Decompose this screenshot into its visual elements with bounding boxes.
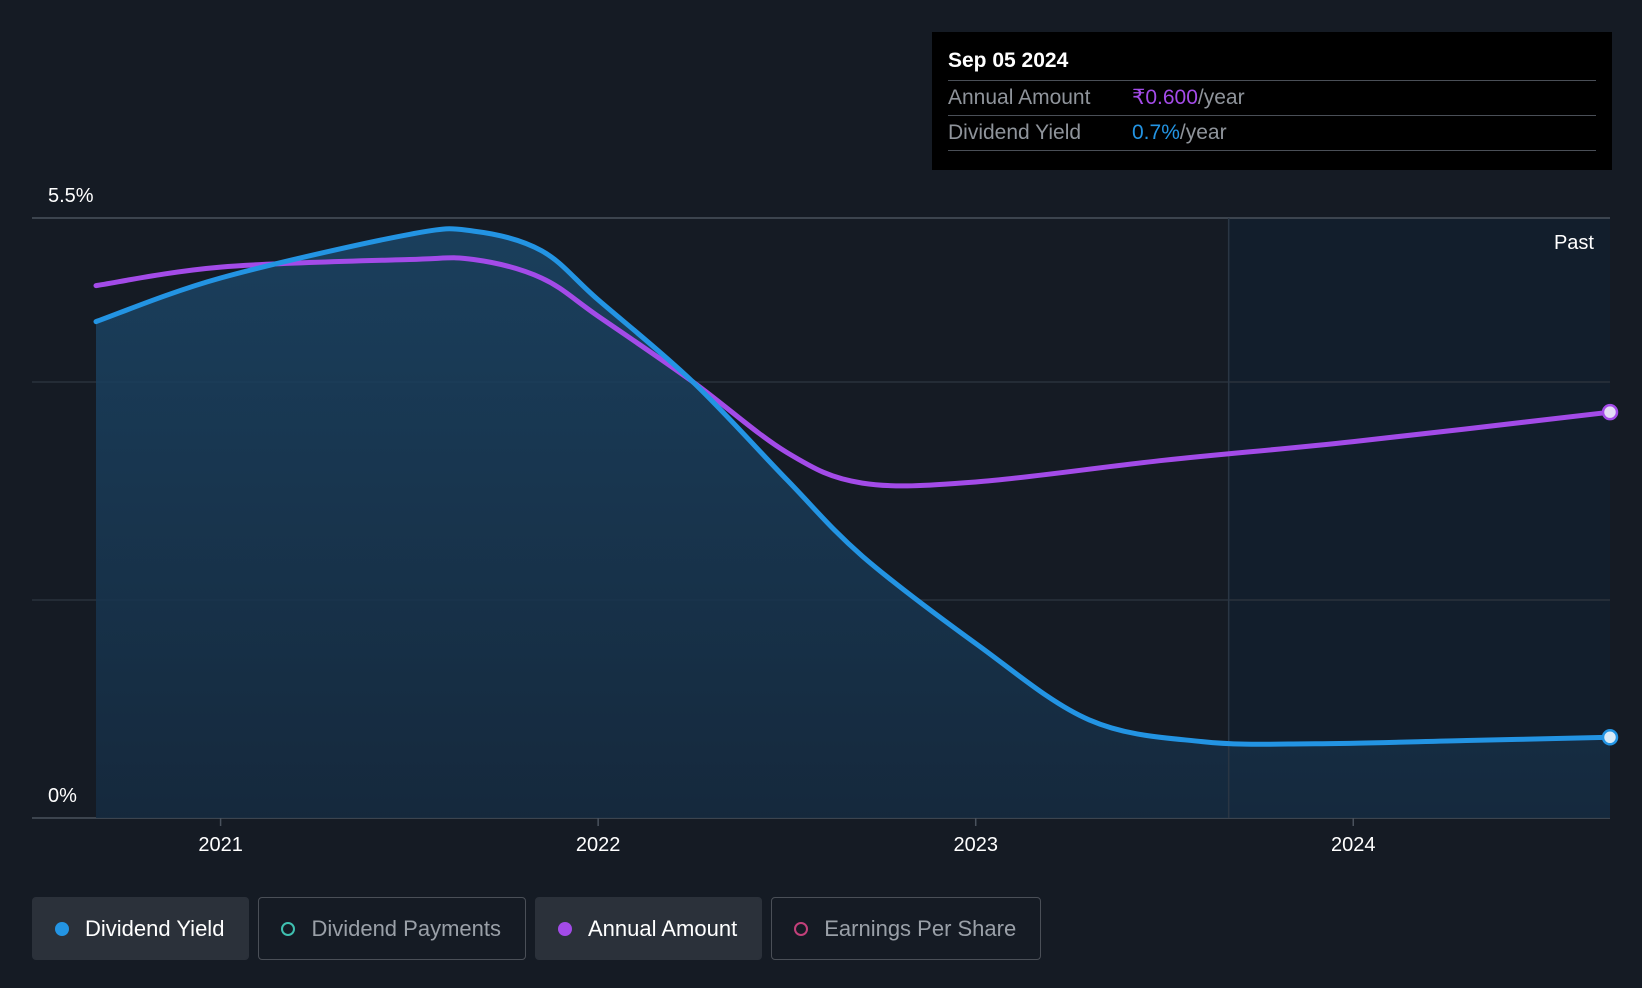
annual-amount-end-marker[interactable] [1601,403,1619,421]
legend-dot-icon [55,921,69,936]
legend-earnings-per-share-button[interactable]: Earnings Per Share [771,897,1042,960]
tooltip-unit: /year [1179,121,1227,144]
legend-dividend-yield-button[interactable]: Dividend Yield [32,897,250,960]
x-axis-tick-label: 2024 [1331,834,1376,856]
legend-dot-icon [557,921,572,936]
tooltip-label: Dividend Yield [948,121,1082,144]
tooltip-row-dividend-yield: Dividend Yield 0.7% /year [948,115,1596,151]
annual-amount-line [93,255,1613,489]
legend-annual-amount-button[interactable]: Annual Amount [534,897,763,960]
y-axis-max-label: 5.5% [48,185,94,207]
tooltip-value: ₹0.600 [1132,86,1198,109]
tooltip-unit: /year [1197,86,1245,109]
dividend-yield-end-marker[interactable] [1601,729,1619,746]
x-axis-tick-label: 2021 [198,834,243,856]
legend-label: Dividend Payments [311,915,501,941]
legend-dot-icon [794,921,809,936]
tooltip: Sep 05 2024 Annual Amount ₹0.600 /year D… [932,32,1612,170]
tooltip-label: Annual Amount [948,86,1091,109]
legend-label: Annual Amount [587,915,738,941]
legend: Dividend Yield Dividend Payments Annual … [32,897,1042,961]
x-axis-tick-label: 2023 [953,834,998,856]
tooltip-value: 0.7% [1132,121,1180,144]
past-label: Past [1554,232,1594,254]
tooltip-date: Sep 05 2024 [948,49,1069,72]
dividend-yield-line [93,226,1613,747]
legend-label: Dividend Yield [85,915,225,941]
past-region-shade [1228,218,1610,818]
legend-label: Earnings Per Share [824,915,1017,941]
legend-dividend-payments-button[interactable]: Dividend Payments [258,897,526,960]
dividend-yield-area [96,228,1610,818]
legend-dot-icon [281,921,296,936]
y-axis-min-label: 0% [48,785,77,807]
x-axis-tick-label: 2022 [576,834,621,856]
tooltip-row-annual-amount: Annual Amount ₹0.600 /year [948,80,1596,115]
